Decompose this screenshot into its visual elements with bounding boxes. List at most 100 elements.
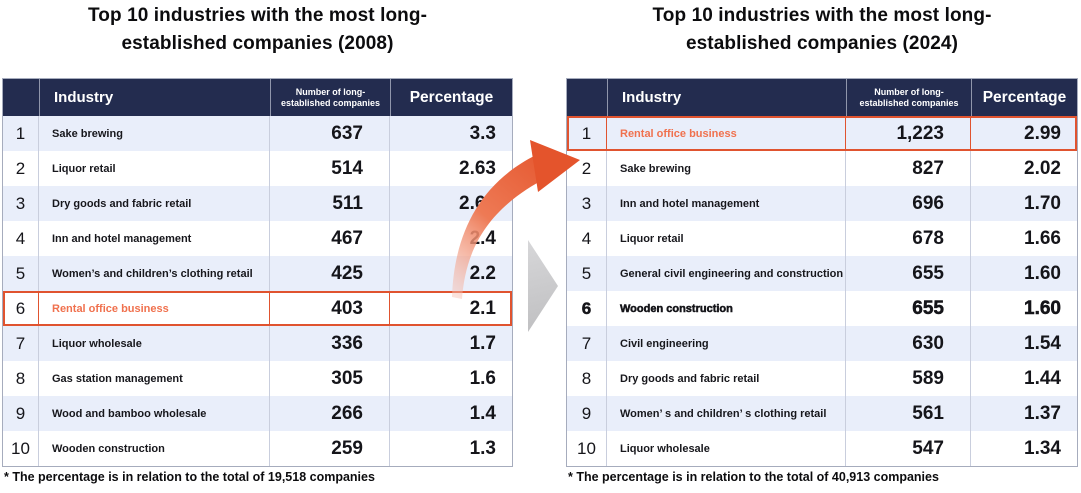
- percentage-column-header: Percentage: [390, 79, 512, 116]
- rank-cell: 4: [3, 221, 39, 256]
- table-row: 5 General civil engineering and construct…: [567, 256, 1077, 291]
- industry-cell: Civil engineering: [607, 326, 846, 361]
- table-row: 6 Wooden construction 655 1.60: [567, 291, 1077, 326]
- industry-cell: Dry goods and fabric retail: [39, 186, 270, 221]
- industry-cell: Women’s and children’s clothing retail: [39, 256, 270, 291]
- industry-cell: Inn and hotel management: [607, 186, 846, 221]
- rank-cell: 3: [567, 186, 607, 221]
- table-header-2008: Industry Number of long-established comp…: [3, 79, 512, 116]
- table-row: 8 Dry goods and fabric retail 589 1.44: [567, 361, 1077, 396]
- rank-cell: 10: [567, 431, 607, 466]
- table-header-2024: Industry Number of long-established comp…: [567, 79, 1077, 116]
- percentage-cell: 2.62: [459, 192, 496, 214]
- table-row: 3 Dry goods and fabric retail 511 2.62: [3, 186, 512, 221]
- count-cell: 589: [846, 361, 971, 396]
- table-row: 10 Wooden construction 259 1.3: [3, 431, 512, 466]
- percentage-cell: 1.66: [1024, 227, 1061, 249]
- table-row: 3 Inn and hotel management 696 1.70: [567, 186, 1077, 221]
- table-panel-2008: Top 10 industries with the most long- es…: [2, 0, 513, 484]
- rank-cell: 9: [567, 396, 607, 431]
- percentage-cell: 2.4: [469, 227, 496, 249]
- rank-cell: 7: [567, 326, 607, 361]
- title-line-1: Top 10 industries with the most long-: [87, 5, 428, 26]
- count-cell: 696: [846, 186, 971, 221]
- count-cell: 678: [846, 221, 971, 256]
- table-row: 8 Gas station management 305 1.6: [3, 361, 512, 396]
- percentage-cell: 1.37: [1024, 402, 1061, 424]
- chevron-right-icon: [528, 240, 558, 332]
- industry-cell: Liquor wholesale: [607, 431, 846, 466]
- rank-column-header: [567, 79, 607, 116]
- table-title-2024: Top 10 industries with the most long- es…: [566, 2, 1078, 58]
- title-line-2: established companies (2024): [685, 33, 959, 54]
- count-cell: 425: [270, 256, 390, 291]
- percentage-cell: 1.3: [469, 437, 496, 459]
- percentage-cell: 2.63: [459, 157, 496, 179]
- table-row: 1 Sake brewing 637 3.3: [3, 116, 512, 151]
- industry-cell: Women’ s and children’ s clothing retail: [607, 396, 846, 431]
- table-row: 5 Women’s and children’s clothing retail 4…: [3, 256, 512, 291]
- industry-cell: General civil engineering and constructi…: [607, 256, 846, 291]
- rank-cell: 9: [3, 396, 39, 431]
- percentage-cell: 1.44: [1024, 367, 1061, 389]
- footnote-2024: * The percentage is in relation to the t…: [568, 470, 939, 484]
- percentage-cell: 1.4: [469, 402, 496, 424]
- table-row: 4 Inn and hotel management 467 2.4: [3, 221, 512, 256]
- table-body-2008: 1 Sake brewing 637 3.3 2 Liquor retail 514 2.63…: [3, 116, 512, 466]
- percentage-cell: 1.54: [1024, 332, 1061, 354]
- rank-cell: 2: [3, 151, 39, 186]
- count-cell: 547: [846, 431, 971, 466]
- count-cell: 630: [846, 326, 971, 361]
- percentage-cell: 1.70: [1024, 192, 1061, 214]
- industry-cell: Wood and bamboo wholesale: [39, 396, 270, 431]
- industry-cell: Sake brewing: [607, 151, 846, 186]
- rank-cell: 8: [3, 361, 39, 396]
- table-row-highlighted: 6 Rental office business 403 2.1: [3, 291, 512, 326]
- industry-cell: Sake brewing: [39, 116, 270, 151]
- count-cell: 827: [846, 151, 971, 186]
- title-line-1: Top 10 industries with the most long-: [652, 5, 992, 26]
- count-column-header: Number of long-established companies: [270, 79, 390, 116]
- industry-cell: Dry goods and fabric retail: [607, 361, 846, 396]
- industry-column-header: Industry: [607, 79, 846, 116]
- industry-cell: Liquor wholesale: [39, 326, 270, 361]
- table-row: 10 Liquor wholesale 547 1.34: [567, 431, 1077, 466]
- rank-cell: 8: [567, 361, 607, 396]
- rank-cell: 1: [567, 116, 607, 151]
- table-row: 4 Liquor retail 678 1.66: [567, 221, 1077, 256]
- rank-column-header: [3, 79, 39, 116]
- count-cell: 1,223: [846, 116, 971, 151]
- count-cell: 655: [846, 291, 971, 326]
- rank-cell: 7: [3, 326, 39, 361]
- industry-cell: Liquor retail: [39, 151, 270, 186]
- rank-cell: 5: [3, 256, 39, 291]
- count-cell: 514: [270, 151, 390, 186]
- industry-cell: Inn and hotel management: [39, 221, 270, 256]
- count-cell: 259: [270, 431, 390, 466]
- rank-cell: 6: [567, 291, 607, 326]
- percentage-cell: 1.60: [1024, 262, 1061, 284]
- count-cell: 403: [270, 291, 390, 326]
- industry-cell: Rental office business: [607, 116, 846, 151]
- table-title-2008: Top 10 industries with the most long- es…: [2, 2, 513, 58]
- count-cell: 637: [270, 116, 390, 151]
- industries-table-2008: Industry Number of long-established comp…: [2, 78, 513, 467]
- rank-cell: 6: [3, 291, 39, 326]
- rank-cell: 1: [3, 116, 39, 151]
- percentage-column-header: Percentage: [971, 79, 1077, 116]
- percentage-cell: 1.7: [469, 332, 496, 354]
- table-row: 2 Sake brewing 827 2.02: [567, 151, 1077, 186]
- industry-cell: Gas station management: [39, 361, 270, 396]
- industry-cell: Rental office business: [39, 291, 270, 326]
- industry-column-header: Industry: [39, 79, 270, 116]
- count-cell: 655: [846, 256, 971, 291]
- percentage-cell: 2.1: [469, 297, 496, 319]
- count-cell: 561: [846, 396, 971, 431]
- title-line-2: established companies (2008): [121, 33, 394, 54]
- table-row: 9 Women’ s and children’ s clothing retai…: [567, 396, 1077, 431]
- table-body-2024: 1 Rental office business 1,223 2.99 2 Sake br…: [567, 116, 1077, 466]
- rank-cell: 3: [3, 186, 39, 221]
- count-cell: 266: [270, 396, 390, 431]
- percentage-cell: 2.99: [1024, 122, 1061, 144]
